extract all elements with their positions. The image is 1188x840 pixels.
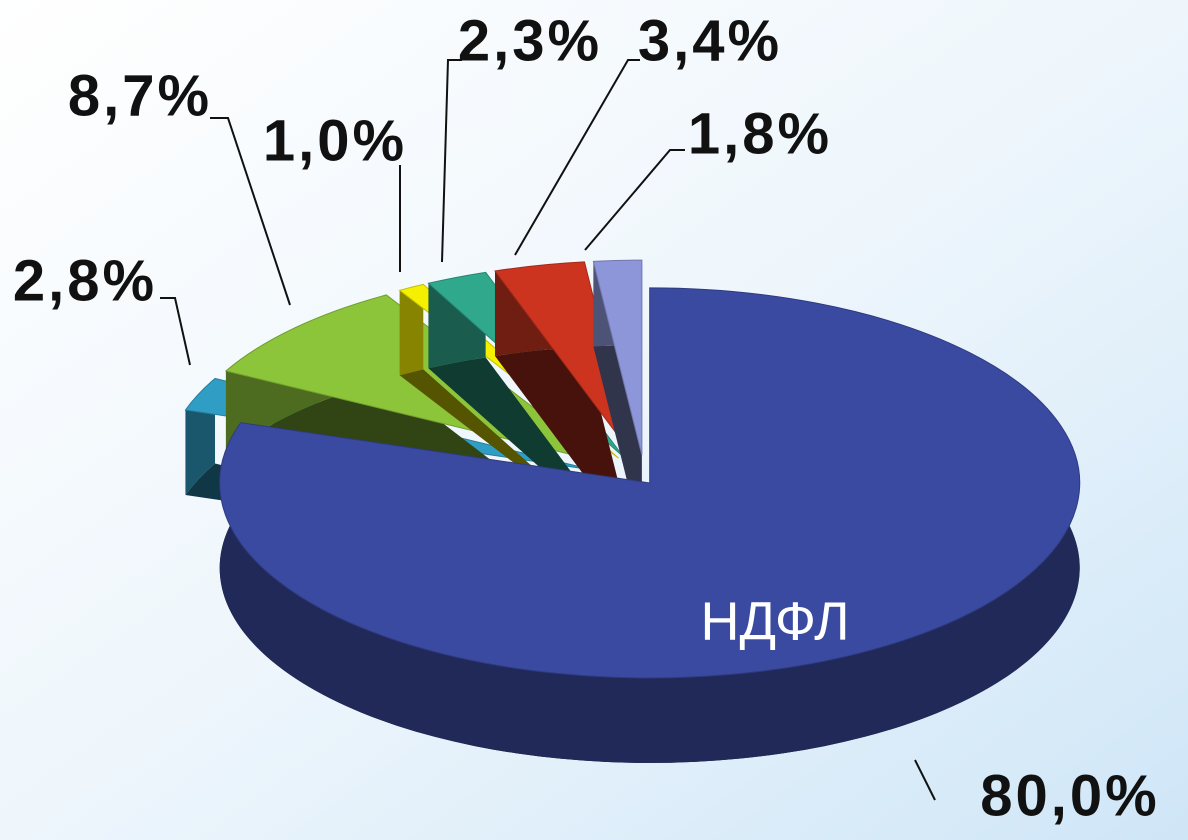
leader-lines	[160, 59, 936, 801]
slice-top	[219, 287, 1081, 679]
leader-line	[160, 297, 191, 366]
slice-top	[592, 259, 643, 456]
data-label: 3,4%	[638, 8, 782, 73]
leader-line	[210, 117, 291, 306]
data-label: 2,8%	[13, 248, 157, 313]
slice-side	[399, 284, 424, 376]
leader-line	[441, 59, 462, 263]
data-label: 1,0%	[263, 108, 407, 173]
data-label: 80,0%	[980, 763, 1159, 828]
pie	[184, 259, 1081, 763]
data-label: 1,8%	[688, 101, 832, 166]
leader-line	[914, 759, 936, 801]
data-label: 8,7%	[68, 63, 212, 128]
data-label: 2,3%	[458, 8, 602, 73]
slice-label: НДФЛ	[700, 591, 849, 651]
slice-top	[494, 261, 634, 456]
leader-line	[584, 149, 685, 251]
slice	[219, 287, 1081, 763]
leader-line	[514, 59, 640, 256]
